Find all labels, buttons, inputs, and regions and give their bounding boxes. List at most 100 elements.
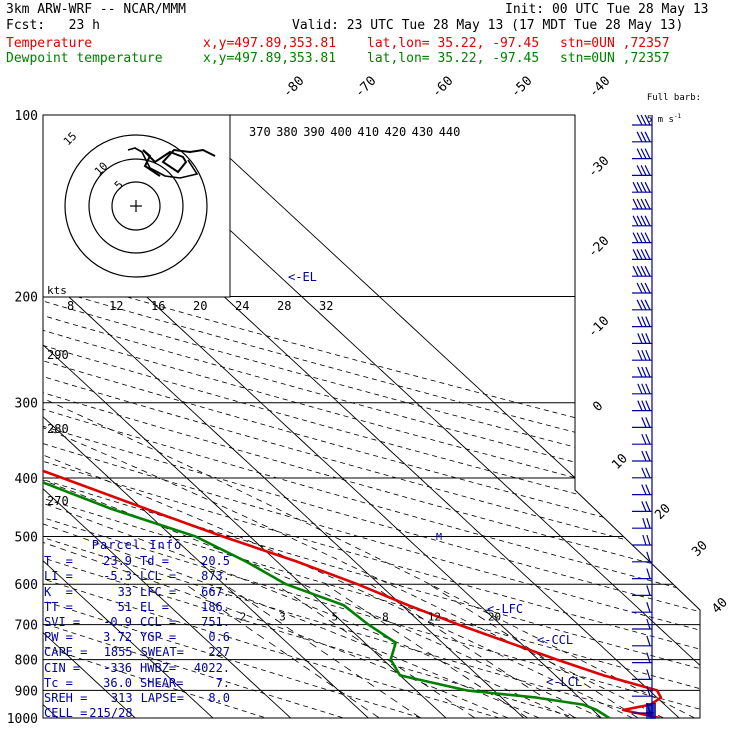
wind-barb-6-flag-2: [636, 215, 643, 227]
parcel-info-cell: Tc =: [44, 675, 73, 690]
temperature-xy: x,y=497.89,353.81: [203, 36, 337, 51]
wind-barb-15-flag-2: [637, 366, 643, 378]
wind-barb-12-flag-0: [645, 316, 651, 327]
barb-note-sup: -1: [673, 113, 682, 120]
annotation-lcl: <-LCL: [546, 675, 582, 689]
parcel-info-cell: [133, 706, 193, 721]
wind-barb-7-flag-2: [636, 232, 643, 243]
wind-barb-8-flag-3: [632, 249, 639, 260]
wind-barb-16-flag-0: [645, 383, 651, 395]
theta-label-420: 420: [385, 125, 407, 139]
isotherm-label--30: -30: [585, 154, 612, 181]
wind-barb-4-flag-2: [636, 181, 643, 193]
parcel-info-row: TT = 51 EL = 186.: [44, 600, 230, 615]
isotherm-30: [43, 115, 680, 718]
isotherm-label--80: -80: [280, 74, 307, 101]
isotherm-label-0: 0: [590, 399, 606, 415]
wind-barb-18-flag-0: [645, 417, 651, 428]
isotherm-label--50: -50: [508, 74, 535, 101]
pressure-label-300: 300: [15, 397, 38, 412]
mixing-ratio-line-8: [325, 583, 528, 718]
wind-barb-10-flag-1: [640, 282, 647, 294]
dry-adiabat-430: [43, 115, 700, 718]
wind-barb-2-flag-2: [636, 148, 643, 159]
wind-barb-6-flag-1: [640, 215, 647, 227]
wind-barb-21-flag-0: [645, 467, 651, 479]
isotherm-label--40: -40: [586, 74, 613, 101]
parcel-info-cell: 215/28: [89, 706, 133, 721]
wind-barb-13-flag-2: [637, 333, 643, 344]
temperature-profile: [43, 115, 663, 718]
wind-barb-9-flag-1: [640, 265, 647, 277]
wind-barb-16-flag-1: [641, 383, 647, 395]
wind-barb-34-flag-0: [646, 686, 651, 697]
wind-barb-19-flag-0: [645, 433, 651, 445]
parcel-info-cell: LI =: [44, 569, 73, 584]
parcel-info-cell: PW =: [44, 630, 73, 645]
model-title: 3km ARW-WRF -- NCAR/MMM: [6, 2, 187, 17]
parcel-info-row: T = 23.9 Td = 20.5: [44, 554, 230, 569]
hodograph-ring-15: [64, 134, 208, 278]
mixing-ratio-line-20: [429, 583, 639, 718]
wind-barb-11-flag-1: [640, 299, 647, 311]
parcel-info-cell: CELL =: [44, 706, 88, 721]
wind-barb-3-flag-2: [636, 165, 643, 176]
pressure-label-1000: 1000: [7, 712, 38, 727]
theta-label-430: 430: [412, 125, 434, 139]
theta-label-410: 410: [357, 125, 379, 139]
wind-barb-18-flag-1: [641, 417, 647, 428]
dewpoint-legend: Dewpoint temperature: [6, 51, 163, 66]
parcel-info-row: CIN = -336 HWBZ= 4022.: [44, 661, 230, 676]
isotherm--10: [43, 115, 369, 718]
wind-barb-8-flag-2: [636, 249, 643, 260]
temperature-legend: Temperature: [6, 36, 93, 51]
wind-barb-15-flag-1: [641, 366, 647, 378]
wind-barb-5-flag-1: [640, 198, 647, 210]
parcel-info-row: PW = 3.72 YGP = 0.6: [44, 630, 230, 645]
isotherm-10: [43, 115, 525, 718]
wind-barb-5-flag-3: [632, 198, 639, 210]
moist-adiabat-12: [43, 296, 540, 718]
wind-barb-9-flag-0: [644, 265, 651, 277]
dry-adiabat-360: [43, 115, 700, 718]
parcel-info-cell: 313: [110, 691, 133, 706]
wind-barb-20-flag-0: [645, 450, 651, 462]
barb-note: Full barb: 5 m s-1: [636, 85, 701, 125]
wind-speed-tick-32: 32: [319, 299, 333, 313]
isotherm-label-20: 20: [652, 501, 674, 523]
mixing-ratio-label-5: 5: [331, 611, 338, 624]
dewpoint-latlon: lat,lon= 35.22, -97.45: [367, 51, 540, 66]
dewpoint-station: stn=0UN ,72357: [560, 51, 670, 66]
hodograph-trace-2: [127, 147, 199, 179]
parcel-info-cell: HWBZ=: [140, 660, 177, 675]
parcel-info-cell: -0.9: [103, 615, 133, 630]
wind-barb-2-flag-0: [644, 148, 651, 159]
wind-barb-4-flag-1: [640, 181, 647, 193]
pressure-label-700: 700: [15, 619, 38, 634]
wind-barb-1-flag-1: [640, 131, 647, 143]
parcel-info-cell: 33: [117, 584, 133, 599]
moist-adiabat-20: [43, 296, 602, 718]
wind-barb-11-flag-2: [636, 299, 643, 311]
wind-barb-5-flag-2: [636, 198, 643, 210]
parcel-info-cell: 227: [208, 645, 230, 660]
mixing-ratio-label-3: 3: [279, 611, 286, 624]
wind-barb-26-flag-0: [646, 551, 651, 562]
dry-adiabat-310: [43, 115, 700, 718]
parcel-info-cell: LCL =: [140, 569, 177, 584]
wind-barb-12-flag-1: [641, 316, 647, 327]
annotation-el: <-EL: [288, 270, 317, 284]
wind-barb-23-flag-1: [641, 501, 647, 512]
parcel-info-cell: 36.0: [103, 675, 133, 690]
dry-adiabat-460: [43, 115, 700, 718]
wind-barb-30-flag-0: [646, 618, 651, 630]
mixing-ratio-label-2: 2: [240, 611, 247, 624]
pressure-label-600: 600: [15, 578, 38, 593]
wind-barb-8-flag-1: [640, 249, 647, 260]
isotherm--40: [43, 115, 136, 718]
parcel-info-cell: 23.9: [103, 554, 133, 569]
theta-label-370: 370: [249, 125, 271, 139]
wind-barb-14-flag-1: [641, 349, 647, 361]
wind-barb-10-flag-0: [644, 282, 651, 294]
isotherm-label--10: -10: [585, 314, 612, 341]
